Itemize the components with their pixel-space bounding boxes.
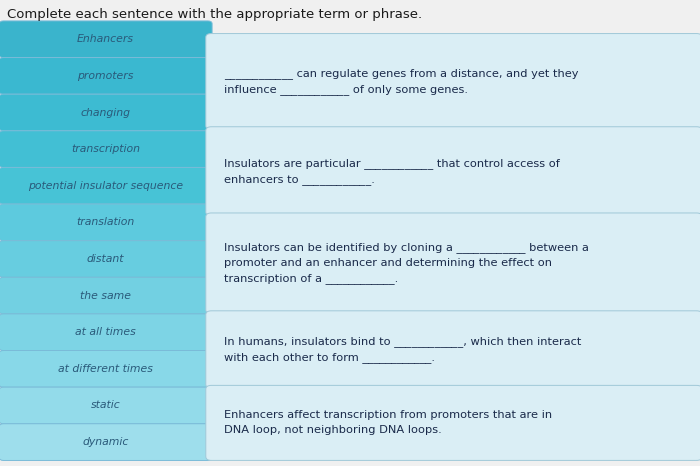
Text: transcription: transcription: [71, 144, 140, 154]
Text: at all times: at all times: [76, 327, 136, 337]
FancyBboxPatch shape: [206, 385, 700, 460]
Text: In humans, insulators bind to ____________, which then interact
with each other : In humans, insulators bind to __________…: [224, 336, 582, 363]
Text: Insulators can be identified by cloning a ____________ between a
promoter and an: Insulators can be identified by cloning …: [224, 243, 589, 284]
Text: static: static: [91, 400, 120, 411]
FancyBboxPatch shape: [206, 127, 700, 216]
Text: the same: the same: [80, 291, 131, 301]
Text: translation: translation: [76, 217, 135, 227]
Text: distant: distant: [87, 254, 125, 264]
FancyBboxPatch shape: [0, 57, 212, 94]
FancyBboxPatch shape: [0, 167, 212, 204]
Text: at different times: at different times: [58, 364, 153, 374]
Text: ____________ can regulate genes from a distance, and yet they
influence ________: ____________ can regulate genes from a d…: [224, 68, 578, 95]
FancyBboxPatch shape: [0, 21, 212, 58]
Text: Complete each sentence with the appropriate term or phrase.: Complete each sentence with the appropri…: [7, 8, 422, 21]
Text: dynamic: dynamic: [83, 437, 129, 447]
FancyBboxPatch shape: [0, 424, 212, 460]
FancyBboxPatch shape: [0, 314, 212, 350]
FancyBboxPatch shape: [206, 311, 700, 388]
Text: Insulators are particular ____________ that control access of
enhancers to _____: Insulators are particular ____________ t…: [224, 158, 560, 185]
FancyBboxPatch shape: [206, 34, 700, 130]
Text: Enhancers affect transcription from promoters that are in
DNA loop, not neighbor: Enhancers affect transcription from prom…: [224, 411, 552, 435]
Text: Enhancers: Enhancers: [77, 34, 134, 44]
FancyBboxPatch shape: [0, 131, 212, 167]
Text: potential insulator sequence: potential insulator sequence: [28, 181, 183, 191]
Text: changing: changing: [80, 108, 131, 117]
FancyBboxPatch shape: [0, 94, 212, 131]
FancyBboxPatch shape: [0, 387, 212, 424]
FancyBboxPatch shape: [0, 277, 212, 314]
FancyBboxPatch shape: [0, 204, 212, 241]
Text: promoters: promoters: [78, 71, 134, 81]
FancyBboxPatch shape: [206, 213, 700, 314]
FancyBboxPatch shape: [0, 240, 212, 277]
FancyBboxPatch shape: [0, 350, 212, 387]
